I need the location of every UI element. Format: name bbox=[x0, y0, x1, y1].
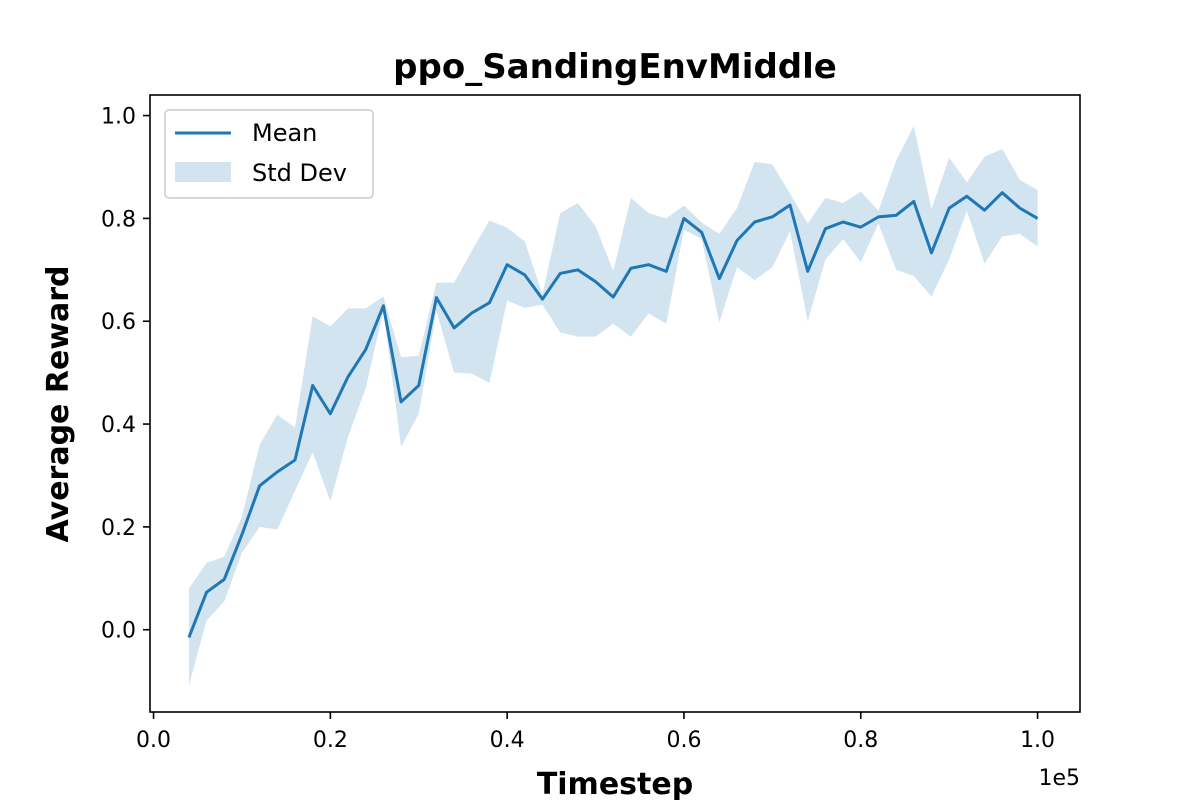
std-dev-band-layer bbox=[188, 125, 1038, 686]
legend-mean-label: Mean bbox=[252, 119, 317, 147]
x-axis-offset-label: 1e5 bbox=[1038, 766, 1080, 791]
x-axis-ticks: 0.0 0.2 0.4 0.6 0.8 1.0 bbox=[136, 712, 1055, 753]
mean-line-layer bbox=[187, 191, 1039, 638]
y-tick-label: 0.2 bbox=[101, 516, 136, 541]
y-axis-ticks: 0.0 0.2 0.4 0.6 0.8 1.0 bbox=[101, 105, 150, 644]
legend-std-dev-label: Std Dev bbox=[252, 159, 347, 187]
x-tick-label: 0.4 bbox=[490, 728, 525, 753]
y-tick-label: 0.4 bbox=[101, 413, 136, 438]
legend-std-dev-swatch bbox=[175, 162, 231, 182]
x-tick-label: 1.0 bbox=[1020, 728, 1055, 753]
x-tick-label: 0.2 bbox=[313, 728, 348, 753]
y-tick-label: 1.0 bbox=[101, 105, 136, 130]
x-tick-label: 0.6 bbox=[666, 728, 701, 753]
x-tick-label: 0.8 bbox=[843, 728, 878, 753]
x-axis-label: Timestep bbox=[537, 767, 693, 800]
mean-line bbox=[187, 191, 1039, 638]
y-tick-label: 0.0 bbox=[101, 619, 136, 644]
x-tick-label: 0.0 bbox=[136, 728, 171, 753]
legend: Mean Std Dev bbox=[164, 109, 374, 199]
y-tick-label: 0.6 bbox=[101, 310, 136, 335]
y-tick-label: 0.8 bbox=[101, 207, 136, 232]
std-dev-band bbox=[188, 125, 1038, 686]
axes-layer bbox=[149, 94, 1081, 713]
plot-frame bbox=[149, 94, 1081, 713]
chart-title: ppo_SandingEnvMiddle bbox=[393, 47, 837, 87]
y-axis-label: Average Reward bbox=[41, 265, 76, 542]
